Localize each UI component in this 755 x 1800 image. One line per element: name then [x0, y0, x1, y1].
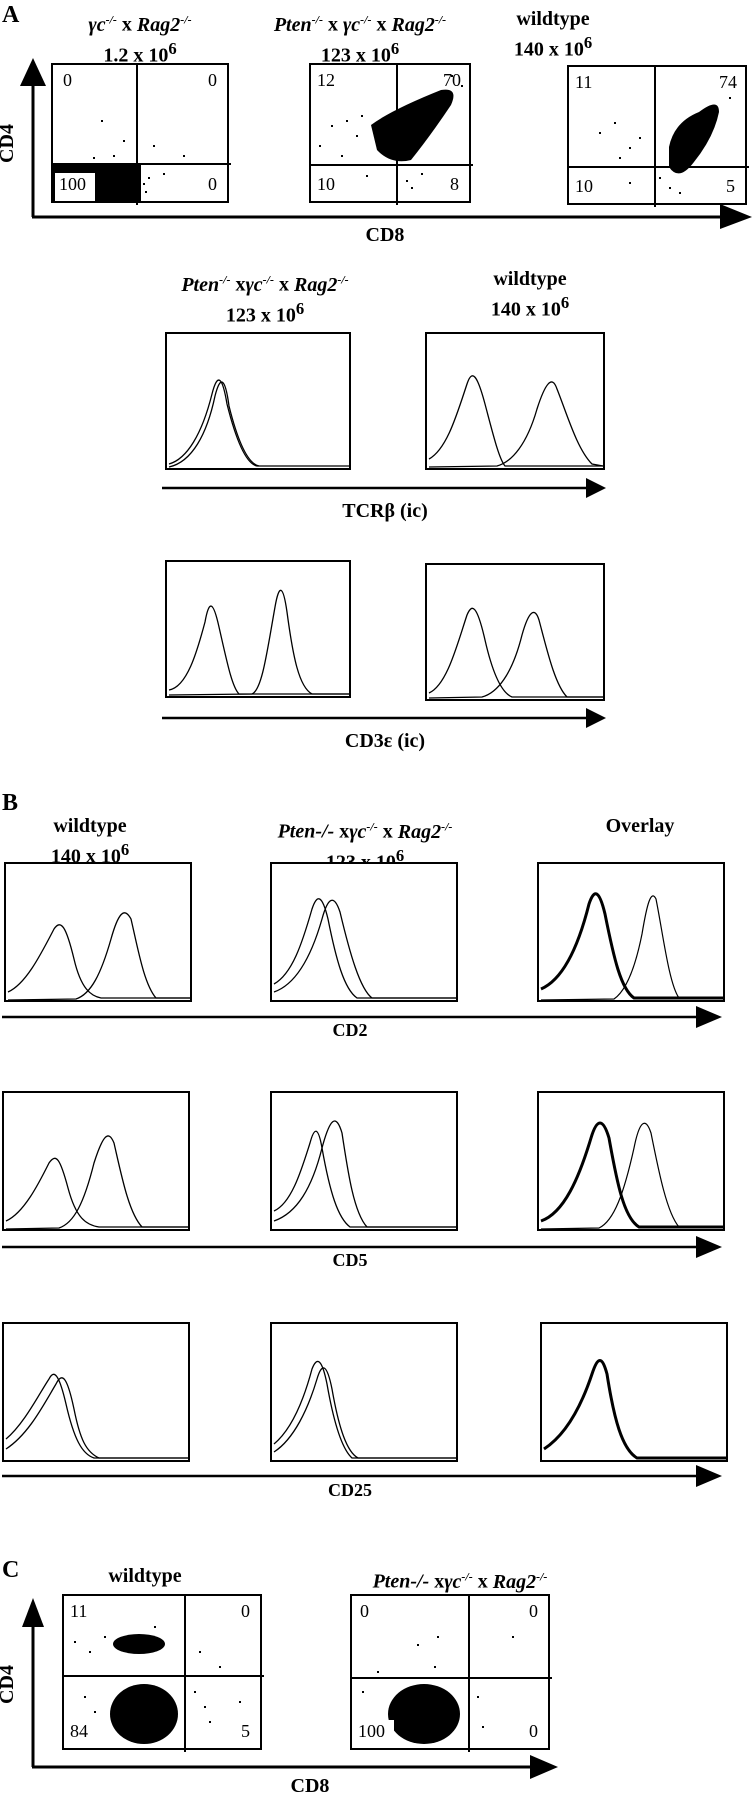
histogram-curves: [5, 1135, 188, 1230]
a-dotplot-2: 12 70 10 8: [309, 63, 473, 205]
quadrant-ur: 0: [241, 1601, 250, 1621]
quadrant-lr: 0: [529, 1721, 538, 1741]
quadrant-ll: 10: [317, 174, 335, 194]
a-dotplot-3-graphics: [569, 67, 749, 207]
c-dotplot-1: 11 0 84 5: [62, 1594, 264, 1752]
quadrant-lr: 5: [241, 1721, 250, 1741]
b-col-3-title: Overlay: [605, 815, 675, 837]
quadrant-lr: 5: [726, 176, 735, 196]
quadrant-ul: 0: [360, 1601, 369, 1621]
a-hist-cd3e-wildtype: [425, 563, 605, 701]
histogram-curves: [168, 379, 349, 468]
histogram-curves: [168, 589, 349, 696]
a-hist-cd3e-mutant: [165, 560, 351, 698]
b-hist-cd25-overlay: [540, 1322, 728, 1462]
panel-letter-b: B: [2, 790, 19, 816]
quadrant-ur: 74: [719, 72, 737, 92]
histogram-curves: [540, 892, 723, 1001]
a-hist-col-1-title: Pten-/- xγc-/- x Rag2-/- 123 x 106: [181, 272, 349, 327]
b-hist-cd2-mutant: [270, 862, 458, 1002]
histogram-curves: [7, 912, 190, 1001]
histogram-curves: [543, 1359, 726, 1460]
a-cd3e-axis-label: CD3ε (ic): [344, 730, 426, 752]
histogram-curves: [428, 607, 603, 699]
a-dotplot-3: 11 74 10 5: [567, 65, 749, 207]
quadrant-ul: 12: [317, 70, 335, 90]
a-dotplot-1-graphics: [53, 65, 231, 205]
c-y-axis-label: CD4: [0, 1665, 18, 1704]
c-dotplot-2: 0 0 100 0: [350, 1594, 552, 1752]
histogram-curves: [273, 1120, 456, 1228]
quadrant-ul: 0: [63, 70, 72, 90]
panel-letter-c: C: [2, 1557, 20, 1583]
c-dotplot-2-graphics: [352, 1596, 552, 1752]
b-cd2-axis-label: CD2: [332, 1020, 368, 1040]
a-x-axis-label: CD8: [365, 224, 405, 246]
quadrant-ll: 100: [59, 174, 86, 194]
quadrant-ur: 0: [208, 70, 217, 90]
b-hist-cd2-overlay: [537, 862, 725, 1002]
b-hist-cd5-wildtype: [2, 1091, 190, 1231]
a-cd3e-axis: [162, 708, 606, 728]
quadrant-lr: 0: [208, 174, 217, 194]
b-cd2-axis: [2, 1006, 722, 1028]
a-dotplot-1-title: γc-/- x Rag2-/- 1.2 x 106: [88, 12, 192, 67]
a-dotplot-2-graphics: [311, 65, 473, 205]
histogram-curves: [540, 1121, 723, 1230]
b-hist-cd5-mutant: [270, 1091, 458, 1231]
a-hist-col-2-title: wildtype 140 x 106: [490, 268, 570, 321]
c-dotplot-2-title: Pten-/- xγc-/- x Rag2-/-: [372, 1569, 548, 1593]
quadrant-ul: 11: [70, 1601, 88, 1621]
c-dotplot-1-title: wildtype: [108, 1565, 182, 1587]
quadrant-ul: 11: [575, 72, 593, 92]
a-tcrb-axis-label: TCRβ (ic): [342, 500, 428, 522]
b-cd5-axis-label: CD5: [332, 1250, 368, 1270]
b-cd25-axis: [2, 1465, 722, 1487]
b-cd25-axis-label: CD25: [328, 1480, 372, 1500]
quadrant-ll: 100: [358, 1721, 385, 1741]
a-dotplot-2-title: Pten-/- x γc-/- x Rag2-/- 123 x 106: [273, 12, 447, 67]
b-hist-cd5-overlay: [537, 1091, 725, 1231]
histogram-curves: [273, 898, 456, 999]
panel-letter-a: A: [2, 2, 20, 28]
quadrant-lr: 8: [450, 174, 459, 194]
histogram-curves: [428, 375, 604, 468]
quadrant-ll: 10: [575, 176, 593, 196]
a-hist-tcrb-mutant: [165, 332, 351, 470]
a-dotplot-1: 0 0 100 0: [51, 63, 231, 205]
b-hist-cd25-wildtype: [2, 1322, 190, 1462]
c-x-axis-label: CD8: [290, 1775, 330, 1797]
a-hist-tcrb-wildtype: [425, 332, 605, 470]
a-dotplot-axes: [20, 58, 752, 229]
quadrant-ur: 0: [529, 1601, 538, 1621]
b-hist-cd25-mutant: [270, 1322, 458, 1462]
histogram-curves: [5, 1373, 188, 1459]
a-dotplot-3-title: wildtype 140 x 106: [513, 8, 593, 61]
a-tcrb-axis: [162, 478, 606, 498]
histogram-curves: [273, 1360, 456, 1459]
quadrant-ur: 70: [443, 70, 461, 90]
quadrant-ll: 84: [70, 1721, 88, 1741]
c-dotplot-1-graphics: [64, 1596, 264, 1752]
b-hist-cd2-wildtype: [4, 862, 192, 1002]
b-cd5-axis: [2, 1236, 722, 1258]
